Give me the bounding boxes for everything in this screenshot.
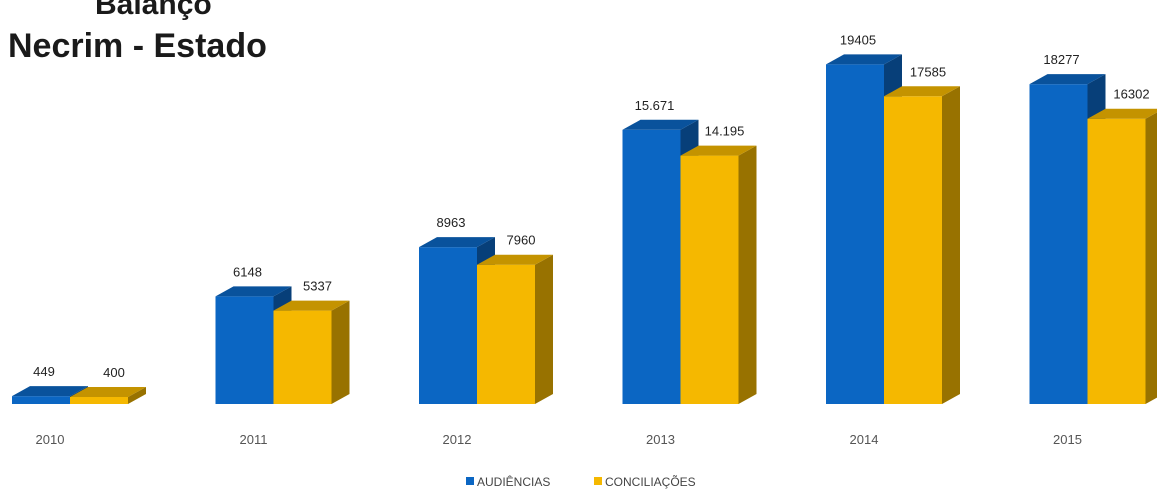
- data-label: 5337: [303, 279, 332, 294]
- bar-front: [1088, 119, 1146, 404]
- bar-conciliacoes-2015: [1088, 109, 1157, 404]
- data-label: 7960: [507, 233, 536, 248]
- bar-front: [477, 265, 535, 404]
- data-label: 8963: [437, 215, 466, 230]
- data-label: 14.195: [705, 124, 745, 139]
- chart-title: Balanço Necrim - Estado: [8, 0, 267, 65]
- x-tick-label: 2011: [240, 432, 268, 447]
- bar-front: [623, 130, 681, 404]
- bar-front: [1030, 84, 1088, 404]
- data-label: 17585: [910, 64, 946, 79]
- data-label: 449: [33, 364, 55, 379]
- legend-item-audiencias: AUDIÊNCIAS: [466, 474, 550, 489]
- data-label: 18277: [1043, 52, 1079, 67]
- data-label: 400: [103, 365, 125, 380]
- bar-front: [884, 96, 942, 404]
- chart-title-line-2: Necrim - Estado: [8, 27, 267, 65]
- data-label: 6148: [233, 264, 262, 279]
- x-tick-label: 2013: [646, 432, 675, 447]
- bar-side: [942, 86, 960, 404]
- x-tick-label: 2012: [443, 432, 472, 447]
- x-axis-ticks: 2010 2011 2012 2013 2014 2015: [36, 432, 1082, 447]
- bar-front: [681, 156, 739, 404]
- x-tick-label: 2014: [850, 432, 879, 447]
- legend-label: AUDIÊNCIAS: [477, 474, 550, 489]
- bars: [12, 54, 1157, 404]
- data-label: 16302: [1113, 87, 1149, 102]
- bar-front: [419, 247, 477, 404]
- bar-side: [1146, 109, 1157, 404]
- legend-swatch: [466, 477, 474, 485]
- legend: AUDIÊNCIAS CONCILIAÇÕES: [466, 474, 696, 489]
- bar-conciliacoes-2013: [681, 146, 757, 404]
- x-tick-label: 2010: [36, 432, 65, 447]
- bar-conciliacoes-2012: [477, 255, 553, 404]
- legend-label: CONCILIAÇÕES: [605, 474, 696, 489]
- data-labels: 449 400 6148 5337 8963 7960 15.671 14.195 19405 1…: [33, 32, 1149, 380]
- bar-side: [739, 146, 757, 404]
- bar-front: [70, 397, 128, 404]
- bar-conciliacoes-2011: [274, 301, 350, 404]
- bar-side: [535, 255, 553, 404]
- bar-side: [332, 301, 350, 404]
- bar-front: [12, 396, 70, 404]
- bar-front: [826, 64, 884, 404]
- data-label: 19405: [840, 32, 876, 47]
- bar-front: [216, 296, 274, 404]
- x-tick-label: 2015: [1053, 432, 1082, 447]
- legend-swatch: [594, 477, 602, 485]
- chart-title-line-1: Balanço: [95, 0, 212, 21]
- bar-conciliacoes-2014: [884, 86, 960, 404]
- bar-front: [274, 311, 332, 404]
- legend-item-conciliacoes: CONCILIAÇÕES: [594, 474, 696, 489]
- data-label: 15.671: [635, 98, 675, 113]
